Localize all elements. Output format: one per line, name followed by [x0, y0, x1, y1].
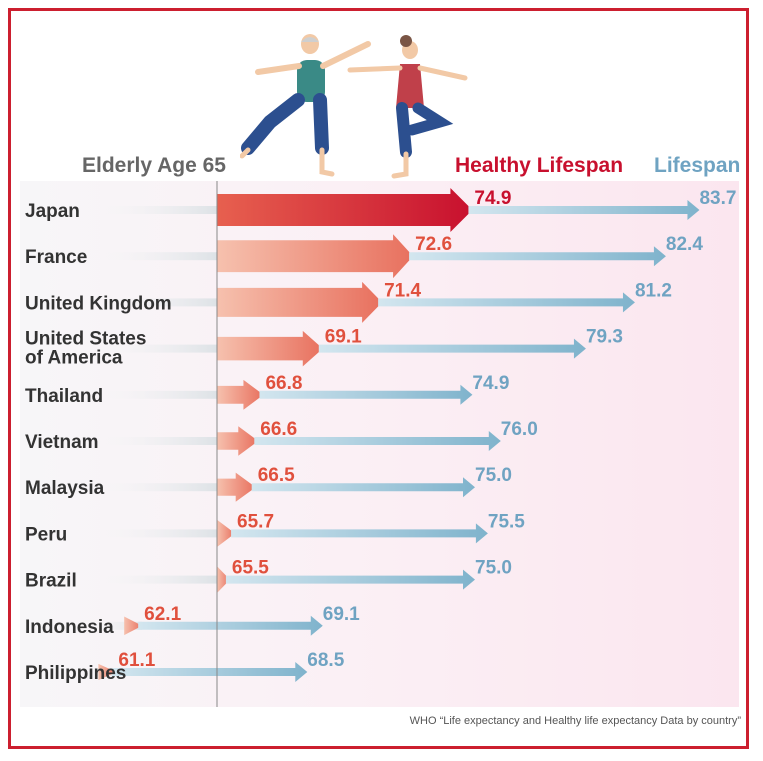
guide-band [90, 529, 217, 538]
healthy-lifespan-legend: Healthy Lifespan [455, 154, 624, 177]
healthy-arrow-4 [217, 379, 264, 410]
elderly-couple-exercising-illustration [240, 34, 468, 179]
lifespan-value-label: 76.0 [501, 419, 538, 440]
category-label: United Kingdom [25, 293, 172, 314]
lifespan-arrow-7 [231, 523, 488, 544]
healthy-arrow-10 [98, 663, 117, 681]
lifespan-value-label: 79.3 [586, 327, 623, 348]
healthy-value-label: 66.8 [265, 373, 302, 394]
lifespan-value-label: 69.1 [323, 604, 360, 625]
lifespan-arrow-1 [409, 246, 666, 267]
source-note: WHO “Life expectancy and Healthy life ex… [409, 715, 741, 727]
guide-band [90, 206, 217, 214]
healthy-value-label: 65.5 [232, 558, 269, 579]
healthy-value-label: 61.1 [118, 650, 155, 671]
healthy-arrow-2 [217, 281, 383, 323]
category-label: Japan [25, 201, 80, 222]
guide-band [90, 437, 217, 445]
healthy-arrow-1 [217, 234, 414, 279]
lifespan-value-label: 75.0 [475, 465, 512, 486]
lifespan-arrow-2 [378, 292, 635, 313]
healthy-value-label: 65.7 [237, 511, 274, 532]
lifespan-value-label: 75.0 [475, 558, 512, 579]
healthy-value-label: 74.9 [474, 188, 511, 209]
lifespan-value-label: 68.5 [307, 650, 344, 671]
lifespan-value-label: 74.9 [472, 373, 509, 394]
guide-band [90, 344, 217, 353]
lifespan-arrow-6 [251, 477, 475, 498]
lifespan-value-label: 81.2 [635, 280, 672, 301]
guide-band [90, 483, 217, 492]
lifespan-arrow-0 [468, 200, 700, 220]
healthy-value-label: 72.6 [415, 234, 452, 255]
healthy-value-label: 62.1 [144, 604, 181, 625]
lifespan-value-label: 83.7 [699, 188, 736, 209]
lifespan-value-label: 75.5 [488, 511, 525, 532]
lifespan-arrow-8 [225, 569, 475, 590]
guide-band [90, 621, 143, 630]
healthy-value-label: 71.4 [384, 280, 421, 301]
chart-frame [8, 8, 749, 749]
category-label: Thailand [25, 386, 103, 407]
category-label: Indonesia [25, 617, 114, 638]
category-label: United States of America [25, 329, 146, 369]
guide-band [90, 575, 217, 584]
healthy-value-label: 69.1 [325, 327, 362, 348]
healthy-arrow-9 [124, 616, 143, 636]
lifespan-arrow-10 [112, 662, 308, 682]
guide-band [90, 298, 217, 307]
healthy-arrow-3 [217, 330, 323, 367]
category-label: Peru [25, 524, 67, 545]
guide-band [90, 390, 217, 399]
lifespan-arrow-3 [318, 338, 586, 359]
lifespan-arrow-5 [254, 431, 501, 451]
category-label: France [25, 247, 87, 268]
elderly-age-header: Elderly Age 65 [82, 154, 226, 177]
healthy-arrow-7 [217, 519, 236, 548]
category-label: Brazil [25, 571, 77, 592]
healthy-arrow-5 [217, 426, 259, 456]
healthy-value-label: 66.6 [260, 419, 297, 440]
lifespan-value-label: 82.4 [666, 234, 703, 255]
lifespan-arrow-9 [138, 615, 323, 636]
category-label: Vietnam [25, 432, 99, 453]
guide-band [90, 252, 217, 261]
lifespan-arrow-4 [259, 384, 473, 405]
healthy-value-label: 66.5 [258, 465, 295, 486]
healthy-arrow-8 [217, 566, 230, 593]
healthy-arrow-6 [217, 472, 256, 502]
healthy-arrow-0 [217, 188, 473, 232]
category-label: Malaysia [25, 478, 105, 499]
category-label: Philippines [25, 663, 126, 684]
lifespan-legend: Lifespan [654, 154, 741, 177]
